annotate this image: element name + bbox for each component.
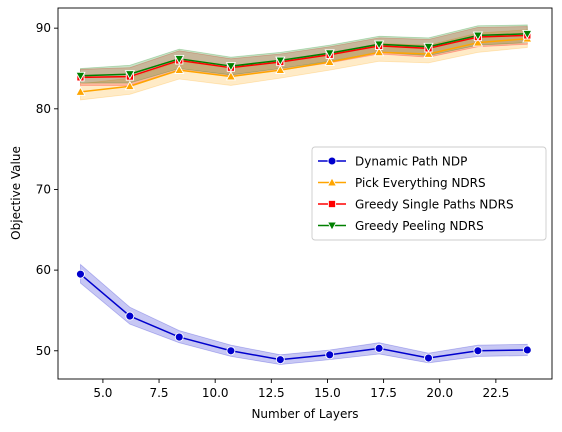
point-greedy-peeling-ndrs-1	[124, 70, 136, 80]
y-axis: 50 60 70 80 90	[36, 21, 58, 358]
x-tick-label: 10.0	[202, 386, 229, 400]
point-greedy-peeling-ndrs-8	[472, 31, 484, 41]
line-greedy-peeling-ndrs	[80, 33, 528, 77]
point-greedy-peeling-ndrs-0	[75, 71, 86, 82]
point-dynamic-path-ndp-7	[424, 353, 433, 363]
point-pick-everything-ndrs-4	[275, 64, 286, 74]
point-dynamic-path-ndp-5	[325, 350, 335, 360]
point-dynamic-path-ndp-8	[473, 346, 483, 356]
legend-marker-greedy-peeling-ndrs	[326, 221, 338, 232]
point-pick-everything-ndrs-2	[174, 64, 185, 74]
point-dynamic-path-ndp-6	[374, 343, 384, 353]
point-greedy-peeling-ndrs-9	[522, 29, 533, 40]
point-greedy-peeling-ndrs-7	[423, 42, 434, 53]
line-pick-everything-ndrs	[80, 37, 528, 93]
y-tick-label: 80	[36, 102, 51, 116]
line-dynamic-path-ndp	[79, 273, 528, 361]
point-pick-everything-ndrs-5	[324, 56, 335, 66]
y-tick-label: 70	[36, 182, 51, 196]
point-dynamic-path-ndp-4	[275, 355, 285, 365]
legend-label-pick-everything-ndrs: Pick Everything NDRS	[355, 176, 486, 190]
point-dynamic-path-ndp-2	[174, 332, 184, 342]
line-greedy-single-paths-ndrs	[80, 34, 528, 79]
legend-marker-pick-everything-ndrs	[326, 176, 338, 187]
x-tick-label: 7.5	[149, 386, 168, 400]
legend-box	[311, 146, 547, 241]
plot-frame	[57, 7, 553, 380]
point-dynamic-path-ndp-0	[76, 269, 85, 279]
x-tick-label: 15.0	[314, 386, 341, 400]
x-tick-label: 20.0	[426, 386, 453, 400]
x-axis-label: Number of Layers	[251, 407, 358, 421]
x-tick-label: 22.5	[483, 386, 510, 400]
x-tick-label: 5.0	[93, 386, 112, 400]
point-pick-everything-ndrs-6	[373, 46, 385, 57]
legend-label-dynamic-path-ndp: Dynamic Path NDP	[355, 154, 467, 168]
series-lines	[79, 33, 528, 361]
band-dynamic-path-ndp	[80, 263, 528, 365]
y-tick-label: 90	[36, 21, 51, 35]
legend: Dynamic Path NDP Pick Everything NDRS Gree…	[311, 146, 547, 241]
y-tick-label: 50	[36, 344, 51, 358]
x-axis: 5.0 7.5 10.0 12.5 15.0 17.5 20.0 22.5	[93, 379, 509, 400]
point-dynamic-path-ndp-1	[125, 311, 135, 321]
legend-label-greedy-single-paths-ndrs: Greedy Single Paths NDRS	[355, 197, 514, 211]
point-pick-everything-ndrs-0	[75, 86, 86, 96]
legend-marker-greedy-single-paths-ndrs	[327, 199, 337, 209]
x-tick-label: 12.5	[258, 386, 285, 400]
y-tick-label: 60	[36, 263, 51, 277]
point-greedy-peeling-ndrs-2	[174, 54, 185, 65]
point-pick-everything-ndrs-7	[423, 48, 434, 58]
point-pick-everything-ndrs-3	[225, 71, 237, 81]
x-tick-label: 17.5	[370, 386, 397, 400]
point-greedy-peeling-ndrs-5	[324, 49, 335, 59]
point-dynamic-path-ndp-9	[522, 345, 532, 355]
legend-marker-dynamic-path-ndp	[327, 156, 337, 166]
point-pick-everything-ndrs-1	[124, 80, 136, 91]
point-dynamic-path-ndp-3	[226, 346, 236, 356]
legend-label-greedy-peeling-ndrs: Greedy Peeling NDRS	[355, 219, 484, 233]
band-greedy-peeling-ndrs	[80, 24, 528, 84]
y-axis-label: Objective Value	[9, 146, 23, 240]
point-greedy-peeling-ndrs-6	[373, 40, 385, 50]
point-pick-everything-ndrs-8	[472, 37, 484, 47]
series-markers	[75, 29, 533, 365]
point-greedy-peeling-ndrs-3	[225, 62, 237, 72]
point-greedy-peeling-ndrs-4	[275, 56, 286, 66]
